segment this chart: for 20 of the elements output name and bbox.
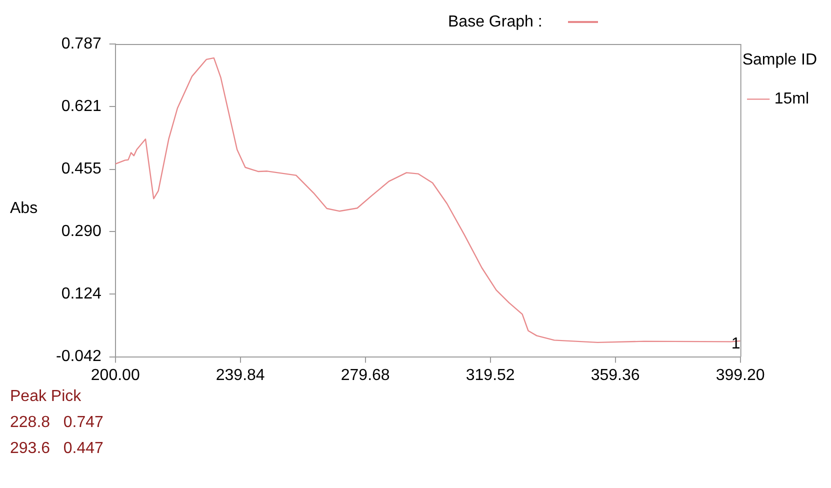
x-tick-label: 279.68 — [340, 366, 390, 384]
text: Peak Pick — [10, 388, 82, 406]
text: 293.6 0.447 — [10, 440, 104, 458]
y-tick-label: 0.124 — [61, 286, 102, 303]
x-tick-label: 399.20 — [716, 366, 765, 384]
y-tick-label: 0.290 — [61, 222, 102, 240]
y-tick-label: 0.787 — [61, 35, 102, 52]
y-tick-label: 0.621 — [61, 98, 102, 116]
text: Base Graph : — [448, 13, 542, 30]
legend-label: 15ml — [774, 90, 810, 108]
y-tick-label: -0.042 — [56, 348, 102, 366]
x-tick-label: 319.52 — [466, 366, 515, 384]
y-tick-label: 0.455 — [61, 160, 102, 178]
x-tick-label: 200.00 — [90, 366, 140, 384]
text: 228.8 0.747 — [10, 414, 104, 432]
x-tick-label: 359.36 — [590, 366, 640, 384]
y-axis-title: Abs — [10, 200, 38, 217]
x-tick-label: 239.84 — [216, 366, 265, 384]
annotation: 1 — [731, 335, 740, 352]
legend-title: Sample ID — [742, 51, 818, 68]
